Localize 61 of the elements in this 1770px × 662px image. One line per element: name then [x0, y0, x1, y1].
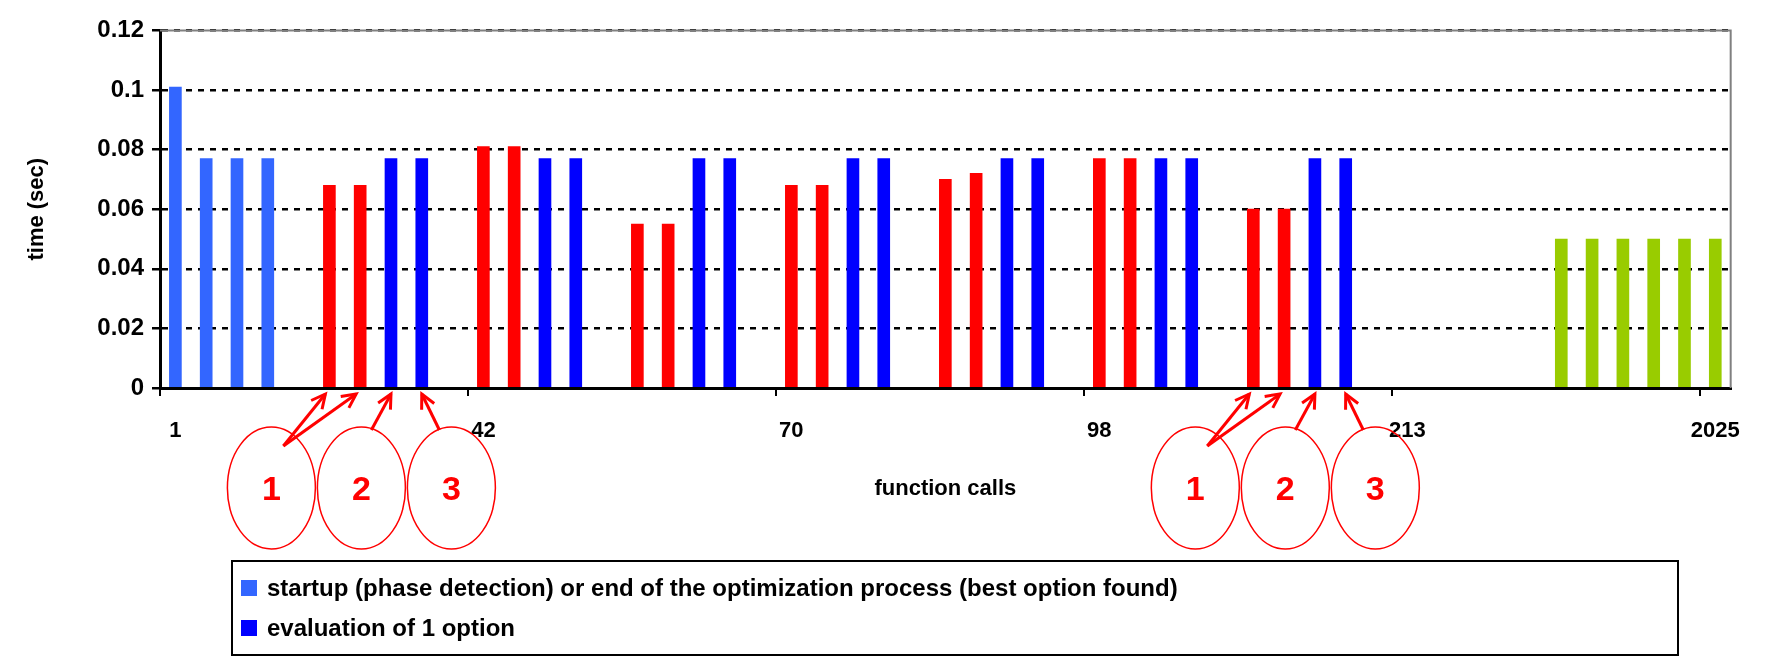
x-tick-label: 1 [169, 417, 182, 443]
bar [1308, 158, 1322, 388]
legend-label: evaluation of 1 option [267, 614, 516, 642]
bar [877, 158, 891, 388]
y-tick-label: 0.04 [97, 253, 145, 281]
bar [1246, 208, 1260, 388]
y-tick-label: 0.1 [110, 74, 144, 102]
bar [969, 173, 983, 388]
bar [1708, 238, 1722, 388]
bar [815, 185, 829, 388]
bar [230, 158, 244, 388]
bar [384, 158, 398, 388]
x-tick-label: 98 [1087, 417, 1112, 443]
bar [199, 158, 213, 388]
bar [1585, 238, 1599, 388]
bar [1031, 158, 1045, 388]
y-axis-title: time (sec) [23, 157, 49, 261]
text: 3 [440, 468, 462, 508]
y-tick-label: 0 [130, 372, 144, 400]
bar [261, 158, 275, 388]
bar [1185, 158, 1199, 388]
bar [785, 185, 798, 388]
y-tick-label: 0.12 [97, 15, 144, 43]
bar [723, 158, 737, 388]
text: 1 [1184, 468, 1206, 508]
bar [415, 158, 429, 388]
bar [323, 185, 336, 388]
bar [1616, 238, 1630, 388]
y-tick-label: 0.02 [97, 313, 144, 341]
text: 2 [1274, 468, 1296, 508]
bar [1339, 158, 1353, 388]
bar [846, 158, 860, 388]
x-tick-label: 2025 [1690, 417, 1740, 443]
bar [353, 185, 367, 388]
text: 1 [260, 468, 282, 508]
bar [1154, 158, 1168, 388]
bar [1554, 238, 1568, 388]
bar [477, 146, 490, 388]
bar [692, 158, 706, 388]
text: 2 [350, 468, 372, 508]
bar [569, 158, 583, 388]
x-axis-title: function calls [874, 474, 1017, 500]
bar [1093, 158, 1106, 388]
bar [1647, 238, 1661, 388]
bar [538, 158, 552, 388]
bar [661, 223, 675, 388]
legend-label: startup (phase detection) or end of the optimization process (best option found) [267, 574, 1178, 602]
y-tick-label: 0.08 [97, 134, 144, 162]
text: 3 [1364, 468, 1386, 508]
x-tick-label: 42 [471, 417, 496, 443]
bar [169, 86, 182, 388]
bar [1277, 208, 1291, 388]
x-tick-label: 70 [779, 417, 804, 443]
bar [939, 179, 952, 388]
bar [631, 223, 644, 388]
bar [507, 146, 521, 388]
x-tick-label: 213 [1388, 417, 1426, 443]
bar [1000, 158, 1014, 388]
bar [1123, 158, 1137, 388]
y-tick-label: 0.06 [97, 193, 144, 221]
bar [1678, 238, 1691, 388]
